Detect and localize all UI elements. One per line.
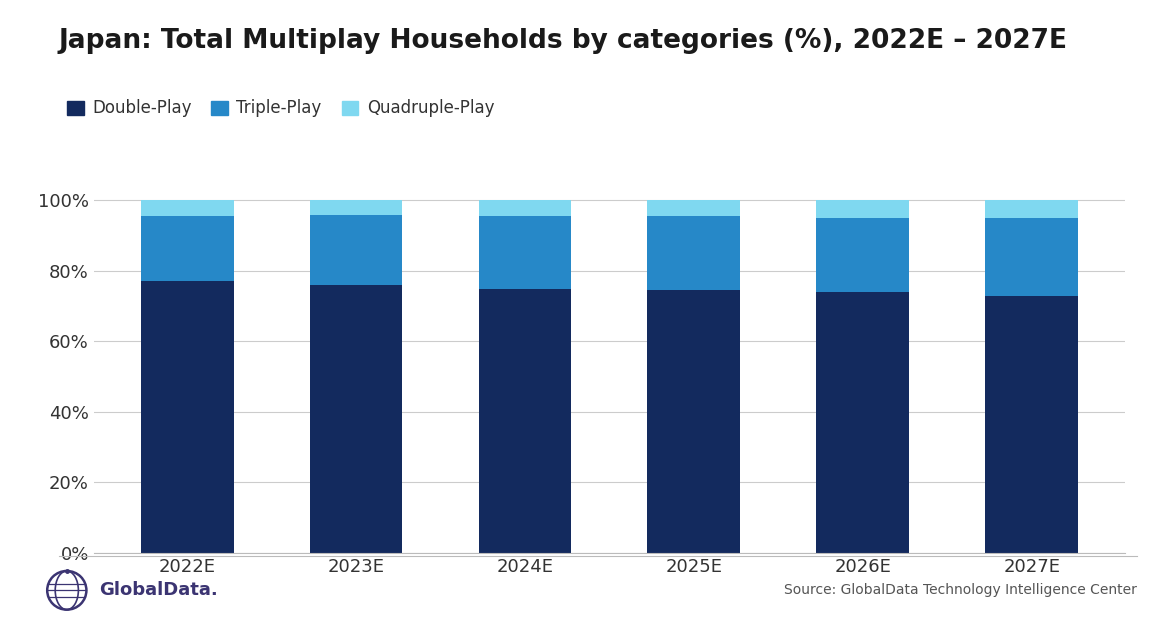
Bar (647, 200, 741, 216)
Bar (478, 200, 572, 216)
Bar (141, 216, 233, 281)
Bar (478, 288, 572, 553)
Bar (141, 200, 233, 216)
Bar (478, 216, 572, 288)
Bar (647, 216, 741, 290)
Bar (986, 296, 1078, 553)
Bar (309, 285, 402, 553)
Bar (986, 200, 1078, 218)
Legend: Double-Play, Triple-Play, Quadruple-Play: Double-Play, Triple-Play, Quadruple-Play (67, 99, 495, 117)
Bar (309, 215, 402, 285)
Bar (141, 281, 233, 553)
Bar (817, 218, 909, 292)
Bar (647, 290, 741, 553)
Bar (817, 292, 909, 553)
Text: GlobalData.: GlobalData. (100, 582, 218, 599)
Bar (817, 200, 909, 218)
Bar (309, 200, 402, 215)
Text: Source: GlobalData Technology Intelligence Center: Source: GlobalData Technology Intelligen… (784, 583, 1137, 597)
Bar (986, 218, 1078, 296)
Text: Japan: Total Multiplay Households by categories (%), 2022E – 2027E: Japan: Total Multiplay Households by cat… (59, 28, 1068, 54)
